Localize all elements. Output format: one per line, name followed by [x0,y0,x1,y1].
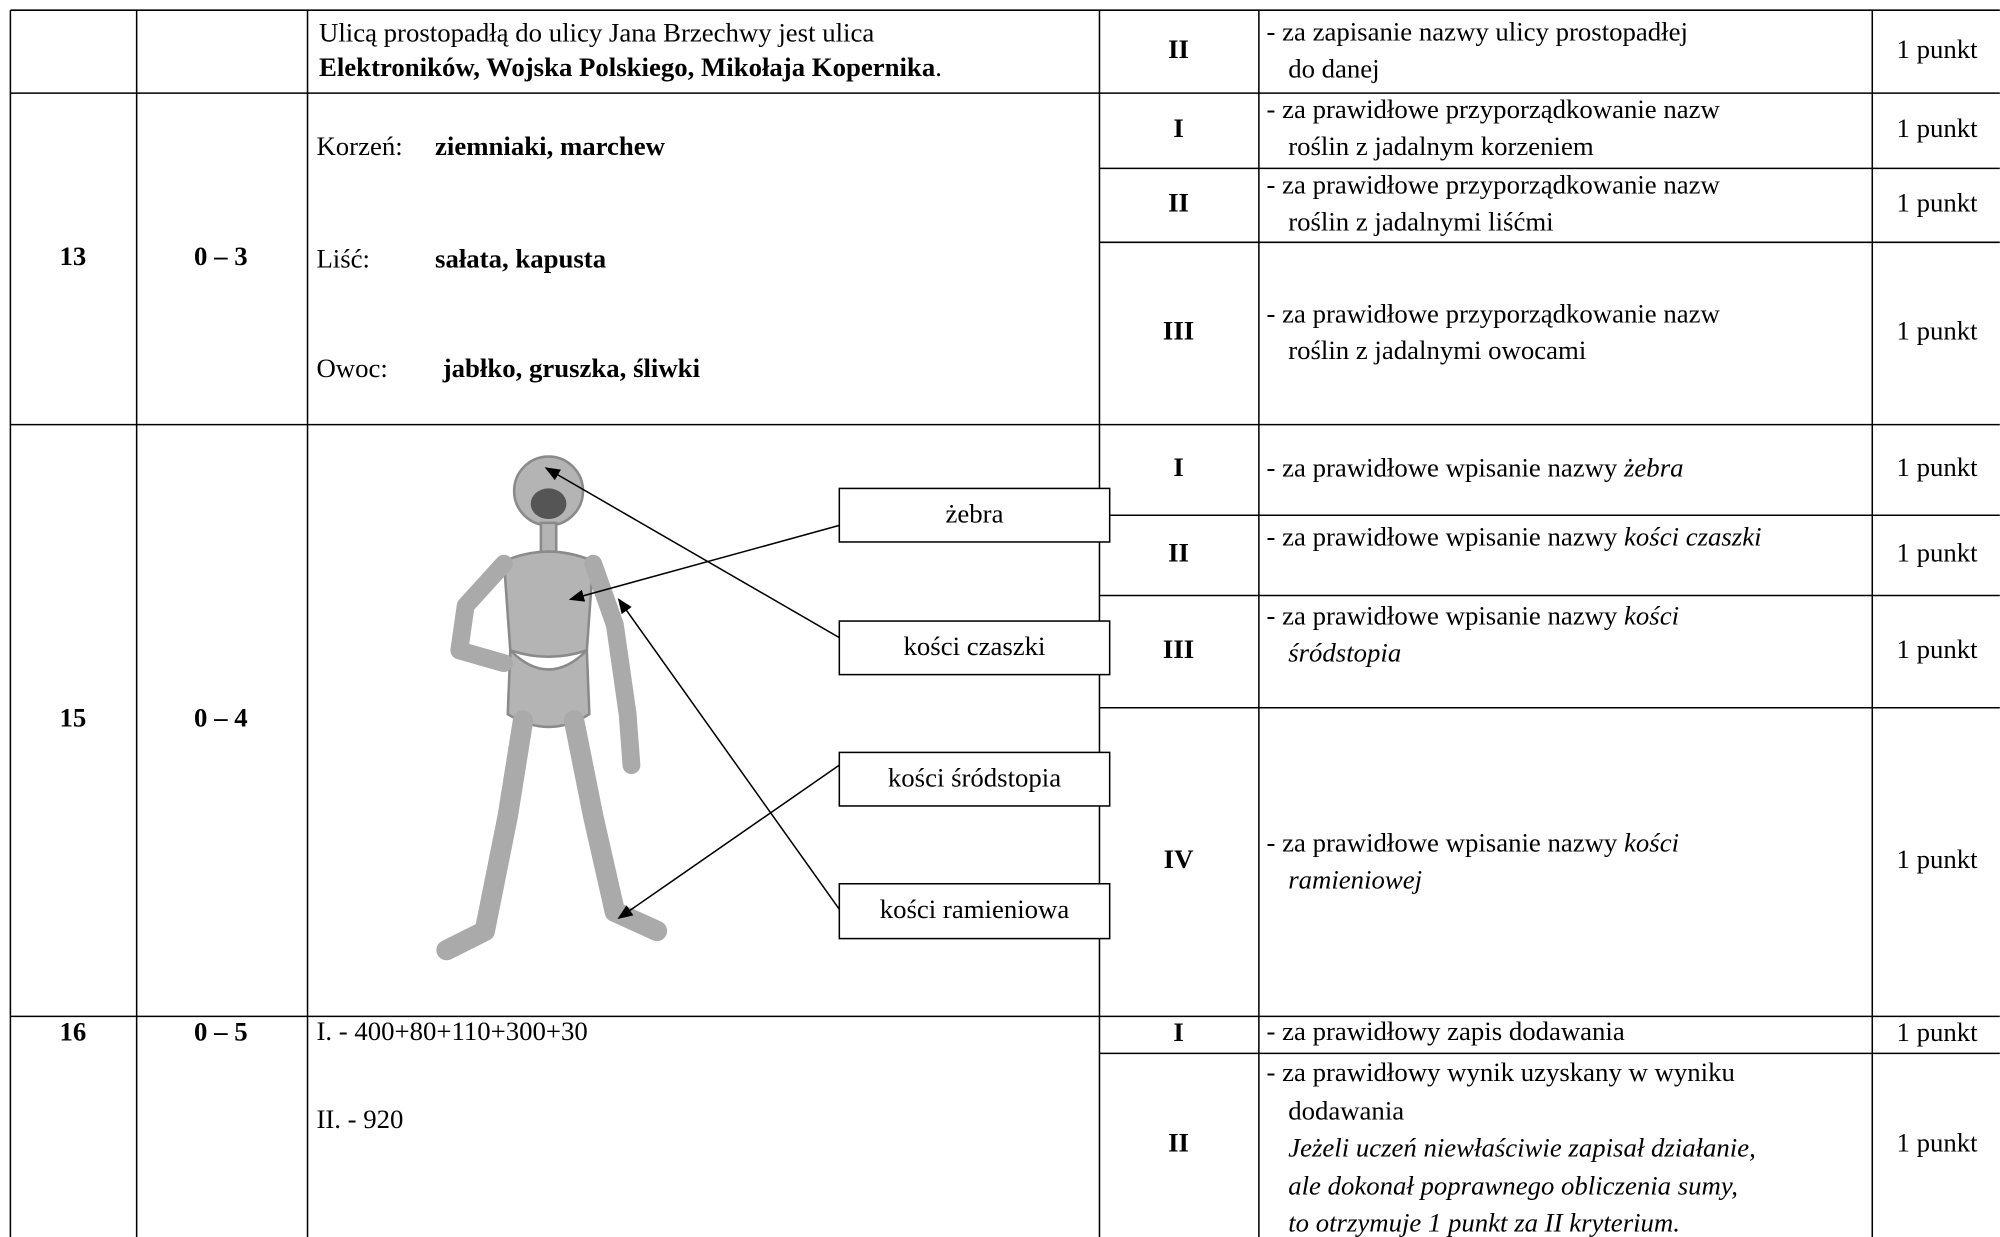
text-segment: - za prawidłowe wpisanie nazwy [1267,453,1624,483]
criterion-level: II [1168,1127,1189,1157]
criterion-points: 1 punkt [1897,113,1979,143]
text-segment: Ulicą prostopadłą do ulicy Jana Brzechwy… [319,18,874,48]
criterion-line: dodawania [1288,1095,1404,1125]
text-segment: - za prawidłowy zapis dodawania [1267,1016,1625,1046]
bone-label: żebra [946,499,1004,529]
text-segment: ramieniowej [1288,865,1422,895]
answer-line: II. - 920 [316,1104,403,1134]
criterion-points: 1 punkt [1897,316,1979,346]
text-segment: śródstopia [1288,638,1401,668]
criterion-points: 1 punkt [1897,452,1979,482]
criterion-level: II [1168,34,1189,64]
criterion-points: 1 punkt [1897,844,1979,874]
criterion-line: - za prawidłowe wpisanie nazwy żebra [1267,453,1684,483]
criterion-points: 1 punkt [1897,634,1979,664]
criterion-line: roślin z jadalnymi owocami [1288,335,1586,365]
text-segment: Elektroników, Wojska Polskiego, Mikołaja… [319,52,935,82]
point-range: 0 – 3 [194,241,248,271]
text-segment: - za prawidłowe przyporządkowanie nazw [1267,298,1721,328]
text-segment: Jeżeli uczeń niewłaściwie zapisał działa… [1288,1132,1756,1162]
point-range: 0 – 4 [194,703,248,733]
bone-label: kości ramieniowa [880,894,1070,924]
criterion-level: I [1173,113,1183,143]
skeleton-figure [436,455,668,961]
arrows [544,467,840,920]
text-segment: do danej [1288,54,1379,84]
task-number: 15 [60,703,87,733]
text-segment: I. - 400+80+110+300+30 [316,1016,587,1046]
criterion-line: - za prawidłowe wpisanie nazwy kości [1267,601,1679,631]
criterion-line: roślin z jadalnymi liśćmi [1288,207,1553,237]
text-segment: . [935,52,942,82]
text-segment: - za prawidłowe wpisanie nazwy [1267,828,1624,858]
criterion-line: - za prawidłowe wpisanie nazwy kości cza… [1267,522,1762,552]
answer-line: I. - 400+80+110+300+30 [316,1016,587,1046]
text-segment: jabłko, gruszka, śliwki [442,353,701,383]
text-segment: - za prawidłowy wynik uzyskany w wyniku [1267,1057,1735,1087]
criterion-line: ale dokonał poprawnego obliczenia sumy, [1288,1171,1738,1201]
criterion-points: 1 punkt [1897,1127,1979,1157]
text-segment: - za prawidłowe przyporządkowanie nazw [1267,94,1721,124]
answer-line: Owoc: jabłko, gruszka, śliwki [316,353,700,383]
text-segment: - za zapisanie nazwy ulicy prostopadłej [1267,17,1688,47]
answer-line: Korzeń: ziemniaki, marchew [316,131,665,161]
criterion-line: Jeżeli uczeń niewłaściwie zapisał działa… [1288,1132,1756,1162]
criterion-line: roślin z jadalnym korzeniem [1288,131,1594,161]
text-segment: ziemniaki, marchew [435,131,666,161]
criterion-points: 1 punkt [1897,187,1979,217]
criterion-line: - za prawidłowy zapis dodawania [1267,1016,1625,1046]
task-number: 13 [60,241,87,271]
criterion-level: IV [1164,844,1194,874]
text-segment: kości [1624,601,1679,631]
criterion-line: do danej [1288,54,1379,84]
criterion-level: II [1168,187,1189,217]
bone-label: kości śródstopia [888,763,1061,793]
criterion-level: I [1173,1017,1183,1047]
point-range: 0 – 5 [194,1016,248,1046]
answer-line: Liść: sałata, kapusta [316,244,606,274]
text-segment: Korzeń: [316,131,402,161]
criterion-level: III [1163,316,1194,346]
criterion-points: 1 punkt [1897,1017,1979,1047]
criterion-level: I [1173,452,1183,482]
criterion-line: - za prawidłowe przyporządkowanie nazw [1267,298,1721,328]
label-boxes [838,487,1111,940]
task-number: 16 [60,1016,87,1046]
text-segment: Liść: [316,244,370,274]
criterion-points: 1 punkt [1897,538,1979,568]
text-segment: to otrzymuje 1 punkt za II kryterium. [1288,1208,1680,1237]
text-segment: żebra [1623,453,1683,483]
bone-label: kości czaszki [904,631,1046,661]
criterion-line: - za zapisanie nazwy ulicy prostopadłej [1267,17,1688,47]
text-segment: sałata, kapusta [435,244,606,274]
text-segment: - za prawidłowe wpisanie nazwy [1267,601,1624,631]
criterion-level: II [1168,538,1189,568]
criterion-points: 1 punkt [1897,34,1979,64]
text-segment: - za prawidłowe wpisanie nazwy [1267,522,1624,552]
criterion-line: - za prawidłowe przyporządkowanie nazw [1267,170,1721,200]
criterion-line: śródstopia [1288,638,1401,668]
criterion-line: to otrzymuje 1 punkt za II kryterium. [1288,1208,1680,1237]
text-segment: kości czaszki [1624,522,1762,552]
text-segment: roślin z jadalnymi owocami [1288,335,1586,365]
text-segment: roślin z jadalnymi liśćmi [1288,207,1553,237]
text-segment: kości [1624,828,1679,858]
criterion-line: ramieniowej [1288,865,1422,895]
criterion-level: III [1163,634,1194,664]
criterion-line: - za prawidłowy wynik uzyskany w wyniku [1267,1057,1735,1087]
text-segment: - za prawidłowe przyporządkowanie nazw [1267,170,1721,200]
text-segment: Owoc: [316,353,387,383]
criterion-line: - za prawidłowe wpisanie nazwy kości [1267,828,1679,858]
text-segment: II. - 920 [316,1104,403,1134]
answer-line: Elektroników, Wojska Polskiego, Mikołaja… [319,52,942,82]
answer-line: Ulicą prostopadłą do ulicy Jana Brzechwy… [319,18,874,48]
table-grid [9,9,2000,1237]
text-segment: ale dokonał poprawnego obliczenia sumy, [1288,1171,1738,1201]
criterion-line: - za prawidłowe przyporządkowanie nazw [1267,94,1721,124]
text-segment: dodawania [1288,1095,1404,1125]
text-segment: roślin z jadalnym korzeniem [1288,131,1594,161]
